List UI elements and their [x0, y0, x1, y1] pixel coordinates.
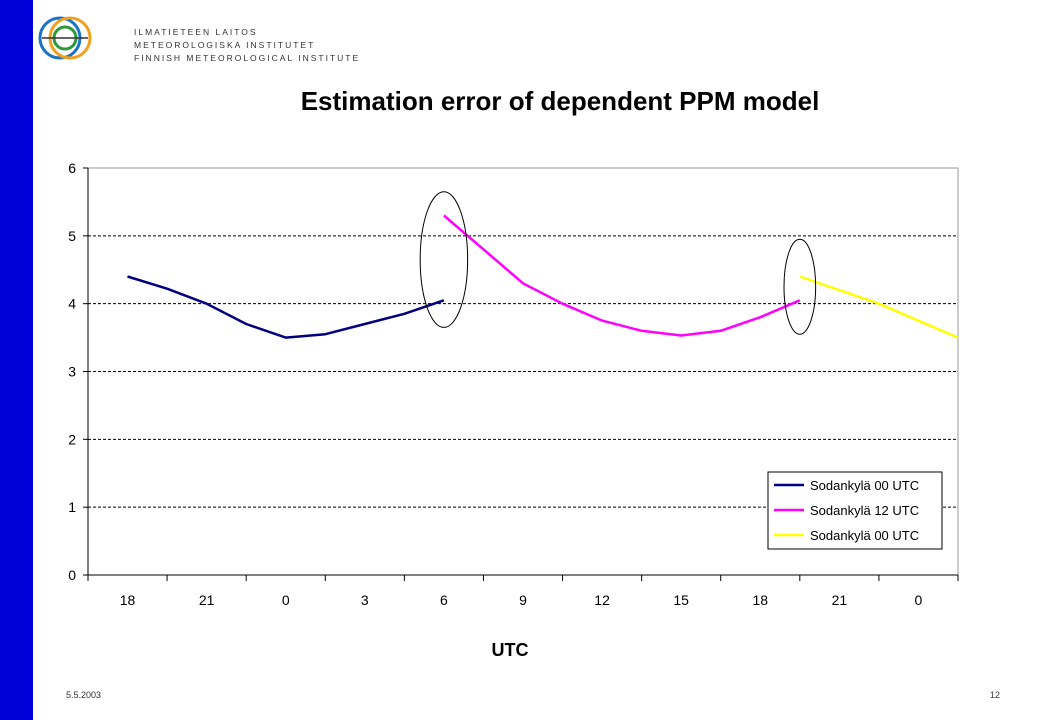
- x-tick-label: 18: [752, 592, 768, 608]
- logo-text: ILMATIETEEN LAITOS METEOROLOGISKA INSTIT…: [134, 26, 360, 65]
- x-tick-label: 12: [594, 592, 610, 608]
- y-tick-label: 1: [68, 499, 76, 515]
- y-tick-label: 6: [68, 160, 76, 176]
- x-tick-label: 15: [673, 592, 689, 608]
- logo-line-3: FINNISH METEOROLOGICAL INSTITUTE: [134, 53, 361, 63]
- annotation-ellipse-2: [783, 238, 817, 335]
- x-tick-label: 0: [282, 592, 290, 608]
- legend-label-1: Sodankylä 00 UTC: [810, 478, 919, 493]
- series-line-2: [443, 214, 801, 337]
- x-tick-label: 21: [832, 592, 848, 608]
- legend-label-3: Sodankylä 00 UTC: [810, 528, 919, 543]
- annotation-ellipse-1: [419, 191, 469, 328]
- footer-date: 5.5.2003: [66, 690, 102, 700]
- footer-page-number: 12: [990, 690, 1001, 700]
- x-tick-label: 3: [361, 592, 369, 608]
- logo-emblem-icon: [38, 16, 92, 60]
- logo-line-1: ILMATIETEEN LAITOS: [134, 27, 258, 37]
- x-axis-label: UTC: [491, 640, 529, 660]
- legend-label-2: Sodankylä 12 UTC: [810, 503, 919, 518]
- y-tick-label: 3: [68, 364, 76, 380]
- x-tick-label: 0: [915, 592, 923, 608]
- y-tick-label: 5: [68, 228, 76, 244]
- x-tick-label: 9: [519, 592, 527, 608]
- x-tick-label: 21: [199, 592, 215, 608]
- series-line-3: [799, 275, 959, 339]
- y-tick-label: 2: [68, 431, 76, 447]
- series-line-1: [127, 275, 445, 339]
- y-tick-label: 4: [68, 296, 76, 312]
- sidebar-stripe: [0, 0, 33, 720]
- logo-line-2: METEOROLOGISKA INSTITUTET: [134, 40, 316, 50]
- chart-title: Estimation error of dependent PPM model: [300, 86, 820, 116]
- x-tick-label: 18: [120, 592, 136, 608]
- x-tick-label: 6: [440, 592, 448, 608]
- y-tick-label: 0: [68, 567, 76, 583]
- institute-logo: ILMATIETEEN LAITOS METEOROLOGISKA INSTIT…: [38, 12, 358, 68]
